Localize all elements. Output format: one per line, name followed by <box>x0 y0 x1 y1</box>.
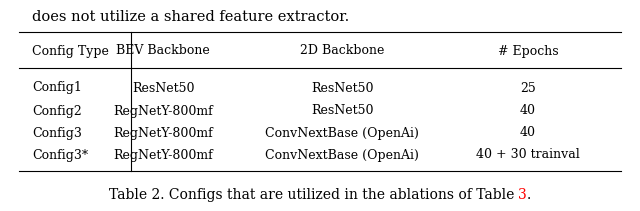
Text: ResNet50: ResNet50 <box>311 104 374 118</box>
Text: Config1: Config1 <box>32 81 82 95</box>
Text: BEV Backbone: BEV Backbone <box>116 45 210 58</box>
Text: Config Type: Config Type <box>32 45 109 58</box>
Text: ResNet50: ResNet50 <box>132 81 195 95</box>
Text: Config3*: Config3* <box>32 149 88 161</box>
Text: Config3: Config3 <box>32 127 82 139</box>
Text: 40: 40 <box>520 127 536 139</box>
Text: Table 2. Configs that are utilized in the ablations of Table 3.: Table 2. Configs that are utilized in th… <box>109 188 531 202</box>
Text: .: . <box>527 188 531 202</box>
Text: Table 2. Configs that are utilized in the ablations of Table: Table 2. Configs that are utilized in th… <box>109 188 518 202</box>
Text: RegNetY-800mf: RegNetY-800mf <box>113 127 213 139</box>
Text: ConvNextBase (OpenAi): ConvNextBase (OpenAi) <box>266 149 419 161</box>
Text: 40: 40 <box>520 104 536 118</box>
Text: 40 + 30 trainval: 40 + 30 trainval <box>476 149 580 161</box>
Text: RegNetY-800mf: RegNetY-800mf <box>113 149 213 161</box>
Text: Config2: Config2 <box>32 104 82 118</box>
Text: ConvNextBase (OpenAi): ConvNextBase (OpenAi) <box>266 127 419 139</box>
Text: ResNet50: ResNet50 <box>311 81 374 95</box>
Text: # Epochs: # Epochs <box>498 45 558 58</box>
Text: 25: 25 <box>520 81 536 95</box>
Text: 2D Backbone: 2D Backbone <box>300 45 385 58</box>
Text: 3: 3 <box>518 188 527 202</box>
Text: does not utilize a shared feature extractor.: does not utilize a shared feature extrac… <box>32 10 349 24</box>
Text: RegNetY-800mf: RegNetY-800mf <box>113 104 213 118</box>
